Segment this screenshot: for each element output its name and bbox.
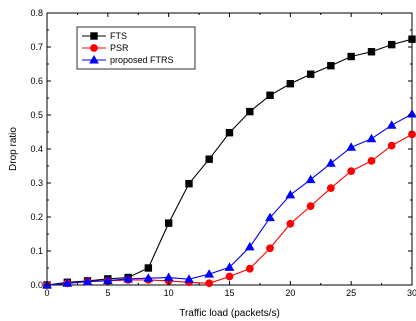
data-point — [246, 107, 254, 116]
data-point — [325, 158, 336, 167]
data-point — [408, 130, 416, 139]
series-line — [46, 38, 413, 286]
data-point — [327, 62, 335, 70]
data-point — [347, 52, 355, 61]
x-tick-label: 10 — [164, 288, 174, 298]
y-tick-label: 0.3 — [30, 178, 43, 188]
y-axis-title: Drop ratio — [8, 127, 19, 171]
data-point — [205, 279, 214, 288]
data-point — [387, 141, 396, 150]
legend-item: proposed FTRS — [82, 54, 174, 65]
y-tick-label: 0.4 — [30, 144, 43, 154]
legend-label: FTS — [110, 31, 127, 41]
y-tick-label: 0.1 — [30, 246, 43, 256]
data-point — [225, 128, 234, 137]
data-point — [265, 212, 275, 222]
data-point — [367, 48, 376, 56]
x-tick-label: 5 — [105, 288, 110, 298]
legend-marker — [90, 44, 98, 52]
data-point — [407, 108, 416, 118]
data-point — [184, 274, 194, 283]
data-point — [205, 155, 213, 163]
y-tick-label: 0.5 — [30, 110, 43, 120]
legend-label: proposed FTRS — [110, 55, 174, 65]
data-point — [266, 91, 274, 99]
legend-marker — [90, 32, 98, 40]
data-point — [347, 167, 356, 176]
series-fts — [43, 35, 416, 289]
legend-marker — [89, 54, 99, 64]
data-point — [143, 273, 154, 282]
data-point — [286, 80, 295, 88]
data-point — [225, 272, 234, 281]
y-tick-label: 0.0 — [30, 280, 43, 290]
data-point — [244, 241, 255, 251]
legend-label: PSR — [110, 43, 129, 53]
series-line — [46, 113, 413, 286]
y-tick-label: 0.2 — [30, 212, 43, 222]
data-point — [367, 157, 376, 165]
data-point — [62, 278, 73, 287]
data-point — [306, 202, 315, 211]
x-tick-label: 20 — [285, 288, 295, 298]
series-proposed-ftrs — [42, 108, 416, 289]
data-point — [123, 273, 134, 283]
data-point — [185, 179, 193, 188]
legend: FTS PSR proposed FTRS — [76, 26, 196, 70]
data-point — [346, 142, 357, 151]
data-point — [386, 120, 397, 129]
legend-item: FTS — [82, 31, 127, 41]
data-point — [285, 189, 296, 199]
series-layer — [42, 35, 416, 289]
data-point — [163, 272, 174, 282]
data-point — [224, 262, 235, 271]
axes-layer: 0 5 10 15 20 25 30 0.0 0.1 0.2 0.3 0.4 0.5 0.6 0.7 0.8 — [30, 8, 416, 298]
data-point — [266, 244, 274, 253]
data-point — [306, 70, 315, 78]
legend-item: PSR — [82, 43, 129, 53]
data-point — [366, 133, 377, 143]
data-point — [305, 174, 316, 184]
data-point — [286, 219, 295, 228]
x-axis-title: Traffic load (packets/s) — [179, 308, 280, 319]
data-point — [204, 269, 215, 278]
y-tick-label: 0.6 — [30, 76, 43, 86]
y-tick-label: 0.8 — [30, 8, 43, 18]
data-point — [387, 40, 396, 49]
y-tick-label: 0.7 — [30, 42, 43, 52]
data-point — [326, 184, 335, 193]
data-point — [245, 264, 254, 273]
x-tick-label: 25 — [346, 288, 356, 298]
x-tick-label: 30 — [407, 288, 416, 298]
data-point — [144, 264, 153, 272]
data-point — [82, 276, 93, 286]
x-tick-label: 15 — [224, 288, 234, 298]
data-point — [408, 35, 416, 43]
x-tick-label: 0 — [44, 288, 49, 298]
data-point — [164, 219, 173, 227]
